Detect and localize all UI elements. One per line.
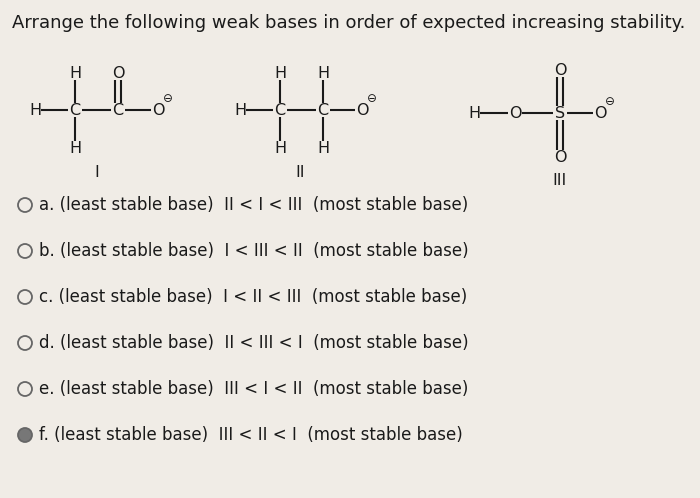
Text: H: H (274, 140, 286, 155)
Text: III: III (553, 172, 567, 188)
Text: II: II (295, 164, 304, 179)
Text: a. (least stable base)  II < I < III  (most stable base): a. (least stable base) II < I < III (mos… (39, 196, 468, 214)
Text: O: O (356, 103, 368, 118)
Text: O: O (509, 106, 522, 121)
Text: O: O (594, 106, 606, 121)
Text: H: H (317, 66, 329, 81)
Text: H: H (468, 106, 480, 121)
Text: C: C (274, 103, 286, 118)
Text: e. (least stable base)  III < I < II  (most stable base): e. (least stable base) III < I < II (mos… (39, 380, 468, 398)
Text: O: O (554, 63, 566, 78)
Text: H: H (317, 140, 329, 155)
Text: ⊖: ⊖ (605, 95, 615, 108)
Text: S: S (555, 106, 565, 121)
Text: b. (least stable base)  I < III < II  (most stable base): b. (least stable base) I < III < II (mos… (39, 242, 468, 260)
Text: H: H (69, 140, 81, 155)
Text: H: H (69, 66, 81, 81)
Circle shape (18, 428, 32, 442)
Text: f. (least stable base)  III < II < I  (most stable base): f. (least stable base) III < II < I (mos… (39, 426, 463, 444)
Text: O: O (112, 66, 125, 81)
Text: H: H (274, 66, 286, 81)
Text: d. (least stable base)  II < III < I  (most stable base): d. (least stable base) II < III < I (mos… (39, 334, 468, 352)
Text: ⊖: ⊖ (163, 92, 173, 105)
Text: C: C (69, 103, 80, 118)
Text: Arrange the following weak bases in order of expected increasing stability.: Arrange the following weak bases in orde… (12, 14, 685, 32)
Text: ⊖: ⊖ (367, 92, 377, 105)
Text: C: C (317, 103, 328, 118)
Text: O: O (152, 103, 164, 118)
Text: c. (least stable base)  I < II < III  (most stable base): c. (least stable base) I < II < III (mos… (39, 288, 468, 306)
Text: O: O (554, 149, 566, 164)
Text: C: C (113, 103, 124, 118)
Text: H: H (29, 103, 41, 118)
Text: H: H (234, 103, 246, 118)
Text: I: I (94, 164, 99, 179)
